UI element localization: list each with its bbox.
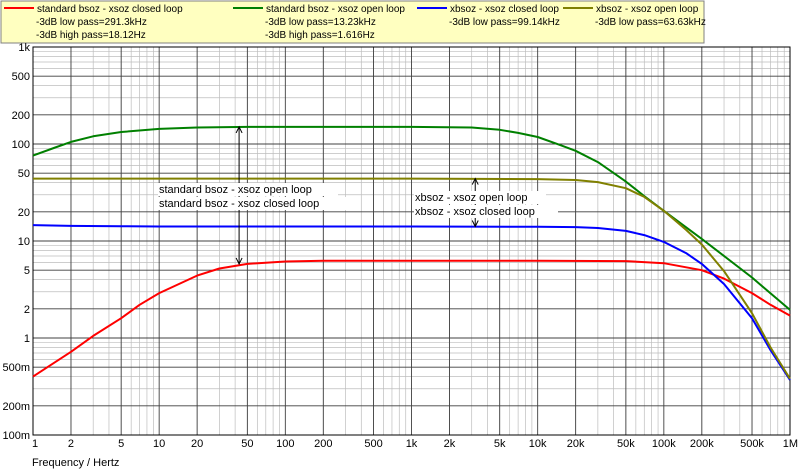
legend-entry: standard bsoz - xsoz open loop <box>266 4 405 15</box>
x-axis-label: Frequency / Hertz <box>32 457 119 469</box>
x-tick-label: 20k <box>567 438 585 450</box>
annotation-label: standard bsoz - xsoz open loop <box>159 184 312 196</box>
x-tick-label: 2k <box>444 438 456 450</box>
y-tick-label: 100m <box>2 430 30 442</box>
annotation-bg <box>414 191 546 204</box>
x-tick-label: 5 <box>118 438 124 450</box>
y-tick-label: 5 <box>24 265 30 277</box>
x-tick-label: 500k <box>740 438 764 450</box>
y-tick-label: 1k <box>18 42 30 54</box>
x-tick-label: 1 <box>32 438 38 450</box>
legend-entry: xbsoz - xsoz open loop <box>596 4 699 15</box>
annotation-label: xbsoz - xsoz closed loop <box>415 206 535 218</box>
series-line <box>32 259 791 378</box>
grid <box>32 46 791 436</box>
x-tick-label: 200 <box>314 438 332 450</box>
legend-note: -3dB low pass=291.3kHz <box>36 17 147 28</box>
arrow-head <box>471 177 479 185</box>
y-tick-label: 10 <box>18 236 30 248</box>
arrow-head <box>471 220 479 228</box>
arrow-head <box>235 125 243 134</box>
x-tick-label: 20 <box>191 438 203 450</box>
annotation-label: standard bsoz - xsoz closed loop <box>159 198 319 210</box>
annotation-bg <box>414 205 558 218</box>
y-tick-label: 200 <box>12 110 30 122</box>
annotation-label: xbsoz - xsoz open loop <box>415 192 528 204</box>
x-tick-label: 50k <box>617 438 635 450</box>
legend-entry: standard bsoz - xsoz closed loop <box>37 4 183 15</box>
legend-note: -3dB low pass=63.63kHz <box>595 17 706 28</box>
legend: standard bsoz - xsoz closed loop -3dB low… <box>0 0 706 44</box>
annotations: standard bsoz - xsoz open loop standard b… <box>158 125 558 266</box>
series-lines <box>32 125 791 381</box>
legend-note: -3dB low pass=13.23kHz <box>265 17 376 28</box>
plot-frame <box>32 46 791 436</box>
y-tick-label: 200m <box>2 401 30 413</box>
x-tick-label: 100k <box>652 438 676 450</box>
y-tick-label: 50 <box>18 168 30 180</box>
y-tick-label: 2 <box>24 304 30 316</box>
x-tick-label: 100 <box>276 438 294 450</box>
y-tick-label: 500 <box>12 71 30 83</box>
legend-entry: xbsoz - xsoz closed loop <box>450 4 559 15</box>
series-line <box>32 224 791 381</box>
y-tick-label: 1 <box>24 333 30 345</box>
legend-note: -3dB low pass=99.14kHz <box>449 17 560 28</box>
arrow-head <box>235 257 243 266</box>
x-tick-label: 1k <box>406 438 418 450</box>
x-tick-label: 1M <box>783 438 798 450</box>
x-tick-label: 10 <box>153 438 165 450</box>
x-tick-label: 200k <box>690 438 714 450</box>
series-line <box>33 177 791 380</box>
legend-note: -3dB high pass=18.12Hz <box>36 30 146 41</box>
y-tick-label: 500m <box>2 362 30 374</box>
x-tick-label: 5k <box>494 438 506 450</box>
y-tick-label: 100 <box>12 139 30 151</box>
x-tick-label: 2 <box>68 438 74 450</box>
x-tick-label: 50 <box>241 438 253 450</box>
x-tick-label: 10k <box>529 438 547 450</box>
annotation-bg <box>158 183 338 196</box>
legend-note: -3dB high pass=1.616Hz <box>265 30 375 41</box>
annotation-bg <box>158 197 350 210</box>
y-tick-label: 20 <box>18 207 30 219</box>
x-tick-label: 500 <box>364 438 382 450</box>
